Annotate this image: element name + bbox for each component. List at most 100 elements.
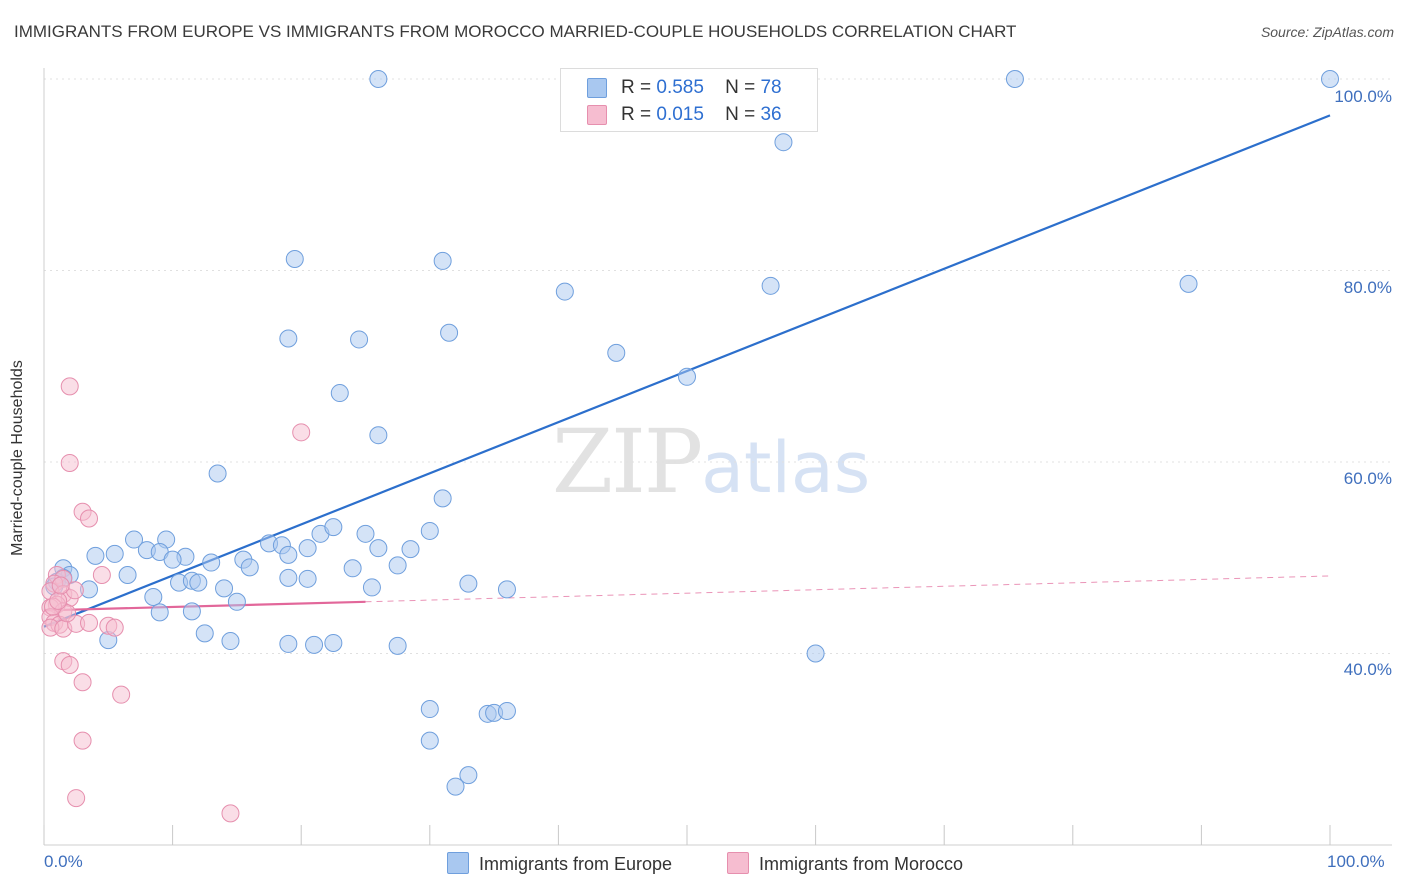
morocco-point: [80, 509, 99, 528]
morocco-point: [60, 655, 79, 674]
europe-legend-label: Immigrants from Europe: [479, 854, 673, 874]
europe-point: [144, 588, 163, 607]
morocco-n-label: N =: [725, 104, 756, 125]
europe-point: [279, 545, 298, 564]
europe-point: [86, 546, 105, 565]
europe-point: [497, 701, 516, 720]
europe-point: [324, 633, 343, 652]
morocco-point: [49, 591, 68, 610]
europe-point: [118, 565, 137, 584]
europe-point: [369, 70, 388, 88]
europe-point: [189, 573, 208, 592]
europe-point: [459, 766, 478, 785]
europe-point: [324, 518, 343, 537]
europe-point: [369, 426, 388, 445]
y-tick-label-100: 100.0%: [1334, 87, 1392, 106]
morocco-swatch: [587, 105, 607, 125]
source-credit: Source: ZipAtlas.com: [1260, 24, 1394, 40]
europe-point: [150, 603, 169, 622]
morocco-points: [41, 377, 311, 823]
legend-item-europe[interactable]: Immigrants from Europe: [447, 852, 672, 875]
morocco-point: [221, 804, 240, 823]
y-axis-label: Married-couple Households: [9, 360, 26, 556]
europe-point: [1179, 274, 1198, 293]
europe-point: [1321, 70, 1339, 88]
europe-swatch: [587, 78, 607, 98]
europe-point: [388, 636, 407, 655]
europe-point: [761, 276, 780, 295]
morocco-point: [80, 613, 99, 632]
morocco-point: [60, 377, 79, 396]
europe-point: [285, 250, 304, 269]
europe-point: [298, 539, 317, 558]
europe-point: [330, 384, 349, 403]
morocco-point: [73, 731, 92, 750]
morocco-r-label: R =: [621, 104, 652, 125]
europe-point: [555, 282, 574, 301]
europe-point: [678, 367, 696, 386]
europe-point: [279, 634, 298, 653]
morocco-trend-line: [43, 600, 366, 612]
europe-point: [446, 777, 465, 796]
europe-points: [45, 70, 1339, 796]
y-tick-label-40: 40.0%: [1343, 660, 1392, 679]
morocco-point: [292, 423, 311, 442]
europe-point: [369, 539, 388, 558]
europe-point: [774, 133, 793, 152]
europe-point: [202, 553, 221, 572]
europe-point: [125, 530, 144, 549]
europe-point: [195, 624, 214, 643]
morocco-legend-label: Immigrants from Morocco: [759, 854, 964, 874]
europe-n-label: N =: [725, 77, 756, 98]
europe-r-label: R =: [621, 77, 652, 98]
y-tick-label-60: 60.0%: [1343, 469, 1392, 488]
y-tick-label-80: 80.0%: [1343, 278, 1392, 297]
legend-item-morocco[interactable]: Immigrants from Morocco: [727, 852, 963, 875]
europe-point: [182, 602, 201, 621]
europe-point: [433, 251, 452, 270]
europe-point: [497, 580, 516, 599]
europe-point: [163, 550, 182, 569]
europe-point: [350, 330, 369, 349]
europe-n-value: 78: [760, 77, 782, 98]
x-tick-label-min: 0.0%: [44, 852, 83, 871]
morocco-legend-swatch: [727, 852, 749, 874]
europe-point: [440, 323, 459, 342]
morocco-point: [73, 673, 92, 692]
morocco-point: [112, 685, 131, 704]
europe-point: [105, 544, 124, 563]
axes: [43, 68, 1392, 846]
morocco-r-value: 0.015: [656, 104, 704, 125]
europe-point: [279, 568, 298, 587]
watermark: ZIPatlas: [552, 410, 871, 513]
correlation-legend: R = 0.585 N = 78 R = 0.015 N = 36: [560, 68, 818, 132]
morocco-trend-extension: [365, 575, 1331, 603]
europe-point: [279, 329, 298, 348]
europe-point: [420, 521, 439, 540]
europe-point: [420, 700, 439, 719]
europe-point: [607, 343, 626, 362]
chart-title: IMMIGRANTS FROM EUROPE VS IMMIGRANTS FRO…: [14, 22, 1017, 41]
europe-point: [356, 524, 375, 543]
morocco-point: [67, 789, 86, 808]
morocco-point: [92, 565, 111, 584]
europe-point: [806, 644, 825, 663]
europe-r-value: 0.585: [656, 77, 704, 98]
europe-point: [240, 558, 259, 577]
europe-point: [208, 464, 227, 483]
europe-point: [459, 574, 478, 593]
europe-point: [221, 632, 240, 651]
x-tick-label-max: 100.0%: [1327, 852, 1385, 871]
europe-point: [227, 592, 246, 611]
morocco-point: [60, 453, 79, 472]
europe-point: [343, 559, 362, 578]
europe-point: [362, 578, 381, 597]
europe-point: [420, 731, 439, 750]
europe-point: [1005, 70, 1024, 88]
morocco-n-value: 36: [760, 104, 782, 125]
europe-point: [215, 579, 234, 598]
europe-point: [298, 569, 317, 588]
europe-legend-swatch: [447, 852, 469, 874]
europe-point: [305, 635, 324, 654]
